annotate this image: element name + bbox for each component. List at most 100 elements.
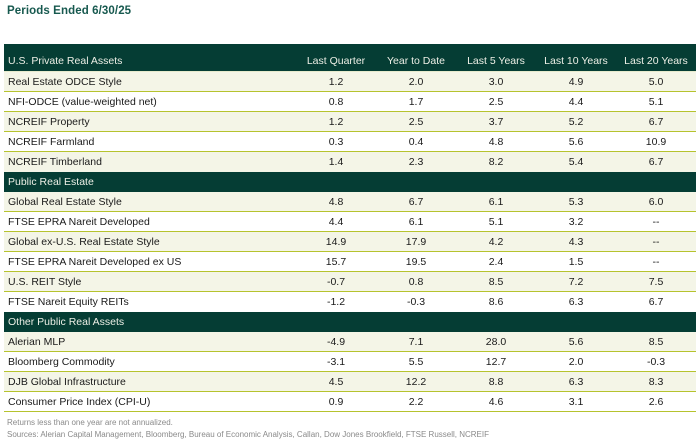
value-cell: 8.5 xyxy=(648,335,664,348)
footnote-annualized: Returns less than one year are not annua… xyxy=(7,418,173,427)
table-row: NCREIF Timberland 1.4 2.3 8.2 5.4 6.7 xyxy=(4,152,696,172)
value-cell: -1.2 xyxy=(326,296,346,308)
value-cell: 4.2 xyxy=(488,235,504,248)
value-cell: 5.1 xyxy=(488,215,504,228)
footnote-sources: Sources: Alerian Capital Management, Blo… xyxy=(7,430,489,439)
value-cell: -0.3 xyxy=(646,355,666,368)
value-cell: 2.5 xyxy=(408,115,424,128)
section-header-other-public-real-assets: Other Public Real Assets xyxy=(4,312,696,332)
column-header-last-5-years: Last 5 Years xyxy=(467,55,525,67)
value-cell: -- xyxy=(652,235,660,248)
value-cell: 14.9 xyxy=(325,235,347,248)
value-cell: 2.2 xyxy=(408,395,424,408)
value-cell: 6.7 xyxy=(648,296,664,308)
value-cell: 0.3 xyxy=(328,135,344,148)
value-cell: 2.5 xyxy=(488,95,504,108)
section-rows-other-public-real-assets: Alerian MLP -4.9 7.1 28.0 5.6 8.5 Bloomberg Co… xyxy=(4,332,696,412)
section-header-us-private-real-assets: U.S. Private Real Assets xyxy=(8,55,123,67)
row-label: U.S. REIT Style xyxy=(8,275,82,288)
value-cell: 4.4 xyxy=(328,215,344,228)
value-cell: 0.8 xyxy=(408,275,424,288)
value-cell: 1.5 xyxy=(568,255,584,268)
row-label: Bloomberg Commodity xyxy=(8,355,115,368)
value-cell: 4.9 xyxy=(568,75,584,88)
section-rows-us-private-real-assets: Real Estate ODCE Style 1.2 2.0 3.0 4.9 5.0 NFI… xyxy=(4,72,696,172)
table-header-row: U.S. Private Real Assets Last Quarter Ye… xyxy=(4,44,696,72)
row-label: Alerian MLP xyxy=(8,335,66,348)
value-cell: 6.7 xyxy=(408,195,424,208)
value-cell: 1.4 xyxy=(328,156,344,168)
value-cell: 6.7 xyxy=(648,115,664,128)
column-header-last-20-years: Last 20 Years xyxy=(624,55,688,67)
value-cell: 6.1 xyxy=(488,195,504,208)
section-header-public-real-estate: Public Real Estate xyxy=(4,172,696,192)
value-cell: 2.3 xyxy=(408,156,424,168)
value-cell: 4.4 xyxy=(568,95,584,108)
table-row: NFI-ODCE (value-weighted net) 0.8 1.7 2.5 4.… xyxy=(4,92,696,112)
row-label: Real Estate ODCE Style xyxy=(8,75,122,88)
row-label: NCREIF Farmland xyxy=(8,135,95,148)
value-cell: 5.2 xyxy=(568,115,584,128)
value-cell: 6.3 xyxy=(568,375,584,388)
row-label: Consumer Price Index (CPI-U) xyxy=(8,395,151,408)
value-cell: 5.4 xyxy=(568,156,584,168)
value-cell: 2.6 xyxy=(648,395,664,408)
value-cell: 15.7 xyxy=(325,255,347,268)
row-label: NCREIF Timberland xyxy=(8,156,102,168)
table-row: Global ex-U.S. Real Estate Style 14.9 17.9… xyxy=(4,232,696,252)
column-header-year-to-date: Year to Date xyxy=(387,55,445,67)
value-cell: 5.3 xyxy=(568,195,584,208)
value-cell: 2.0 xyxy=(408,75,424,88)
table-row: Bloomberg Commodity -3.1 5.5 12.7 2.0 -0.3 xyxy=(4,352,696,372)
table-row: Real Estate ODCE Style 1.2 2.0 3.0 4.9 5.0 xyxy=(4,72,696,92)
value-cell: 1.7 xyxy=(408,95,424,108)
value-cell: 8.5 xyxy=(488,275,504,288)
value-cell: 4.6 xyxy=(488,395,504,408)
value-cell: 4.5 xyxy=(328,375,344,388)
row-label: NCREIF Property xyxy=(8,115,90,128)
value-cell: 5.1 xyxy=(648,95,664,108)
value-cell: 28.0 xyxy=(485,335,507,348)
value-cell: 6.7 xyxy=(648,156,664,168)
value-cell: 3.1 xyxy=(568,395,584,408)
row-label: FTSE EPRA Nareit Developed xyxy=(8,215,150,228)
value-cell: -0.7 xyxy=(326,275,346,288)
value-cell: 12.2 xyxy=(405,375,427,388)
value-cell: 7.1 xyxy=(408,335,424,348)
value-cell: 2.4 xyxy=(488,255,504,268)
value-cell: -- xyxy=(652,255,660,268)
value-cell: 3.2 xyxy=(568,215,584,228)
value-cell: 3.7 xyxy=(488,115,504,128)
value-cell: 1.2 xyxy=(328,115,344,128)
footnotes: Returns less than one year are not annua… xyxy=(7,417,489,441)
value-cell: 8.8 xyxy=(488,375,504,388)
table-row: NCREIF Farmland 0.3 0.4 4.8 5.6 10.9 xyxy=(4,132,696,152)
value-cell: 6.3 xyxy=(568,296,584,308)
row-label: Global ex-U.S. Real Estate Style xyxy=(8,235,160,248)
table-row: U.S. REIT Style -0.7 0.8 8.5 7.2 7.5 xyxy=(4,272,696,292)
value-cell: 6.0 xyxy=(648,195,664,208)
row-label: FTSE EPRA Nareit Developed ex US xyxy=(8,255,182,268)
value-cell: 7.2 xyxy=(568,275,584,288)
value-cell: 5.5 xyxy=(408,355,424,368)
table-row: Alerian MLP -4.9 7.1 28.0 5.6 8.5 xyxy=(4,332,696,352)
value-cell: 8.6 xyxy=(488,296,504,308)
value-cell: 19.5 xyxy=(405,255,427,268)
returns-table: U.S. Private Real Assets Last Quarter Ye… xyxy=(4,44,696,412)
value-cell: 5.0 xyxy=(648,75,664,88)
value-cell: 8.3 xyxy=(648,375,664,388)
table-row: Global Real Estate Style 4.8 6.7 6.1 5.3 6.0 xyxy=(4,192,696,212)
row-label: Global Real Estate Style xyxy=(8,195,122,208)
table-row: DJB Global Infrastructure 4.5 12.2 8.8 6.3 8.… xyxy=(4,372,696,392)
value-cell: 10.9 xyxy=(645,135,667,148)
value-cell: 0.4 xyxy=(408,135,424,148)
value-cell: 7.5 xyxy=(648,275,664,288)
table-row: FTSE EPRA Nareit Developed 4.4 6.1 5.1 3.2 -- xyxy=(4,212,696,232)
column-header-last-10-years: Last 10 Years xyxy=(544,55,608,67)
value-cell: 5.6 xyxy=(568,335,584,348)
value-cell: 5.6 xyxy=(568,135,584,148)
value-cell: -0.3 xyxy=(406,296,426,308)
row-label: FTSE Nareit Equity REITs xyxy=(8,296,129,308)
value-cell: 8.2 xyxy=(488,156,504,168)
page-title: Periods Ended 6/30/25 xyxy=(7,5,132,17)
